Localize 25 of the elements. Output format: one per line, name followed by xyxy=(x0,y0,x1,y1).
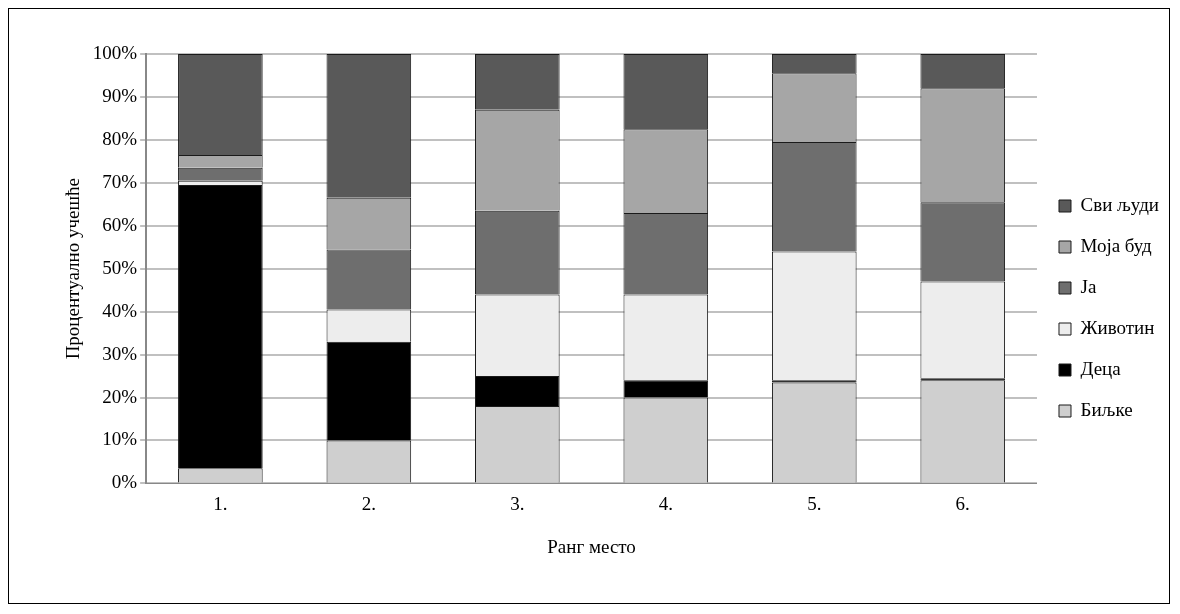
y-tick-label: 10% xyxy=(102,428,138,450)
legend-label: Ja xyxy=(1080,275,1097,297)
y-tick-label: 100% xyxy=(92,41,138,63)
legend-label: Деца xyxy=(1080,357,1122,379)
x-tick-label: 1. xyxy=(213,492,228,514)
x-tick-label: 3. xyxy=(510,492,525,514)
x-axis-title: Ранг место xyxy=(547,535,636,557)
x-tick-label: 4. xyxy=(658,492,673,514)
legend-label: Сви људи xyxy=(1080,193,1159,215)
legend-label: Животин xyxy=(1080,316,1155,338)
y-tick-label: 30% xyxy=(102,342,138,364)
y-tick-label: 40% xyxy=(102,299,138,321)
legend-label: Моја буд xyxy=(1080,234,1153,256)
y-tick-label: 80% xyxy=(102,127,138,149)
x-tick-label: 2. xyxy=(361,492,376,514)
y-axis-title: Процентуално учешће xyxy=(62,178,84,360)
y-tick-label: 0% xyxy=(111,471,138,493)
y-tick-label: 90% xyxy=(102,84,138,106)
y-tick-label: 60% xyxy=(102,213,138,235)
legend-label: Биљке xyxy=(1080,398,1133,420)
x-tick-label: 5. xyxy=(807,492,822,514)
y-tick-label: 70% xyxy=(102,170,138,192)
y-tick-label: 50% xyxy=(102,256,138,278)
y-tick-label: 20% xyxy=(102,385,138,407)
x-tick-label: 6. xyxy=(955,492,970,514)
